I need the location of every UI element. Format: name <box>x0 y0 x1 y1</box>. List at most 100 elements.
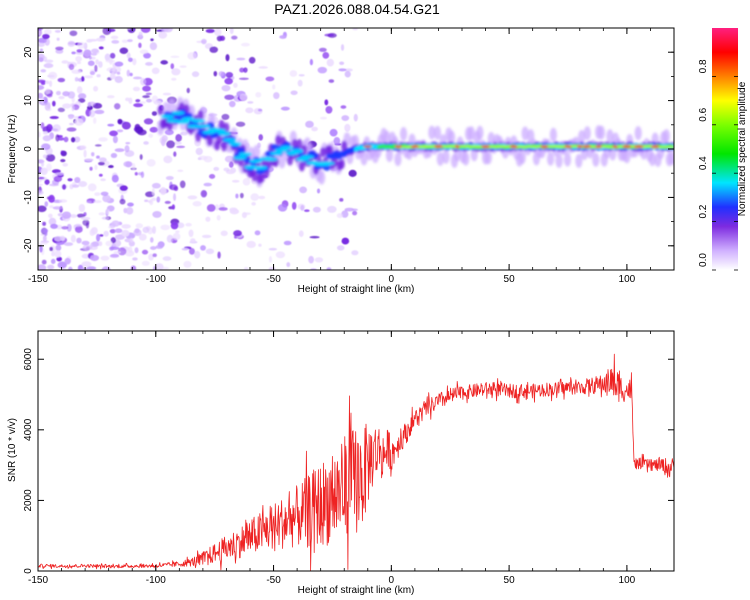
ridge-cyan <box>160 114 175 119</box>
noise-blob <box>127 202 134 207</box>
ridge-cyan <box>166 118 180 123</box>
noise-blob <box>111 174 119 183</box>
noise-blob <box>176 145 186 149</box>
ridge-purple <box>298 161 305 172</box>
noise-blob <box>149 126 159 133</box>
noise-blob <box>258 66 269 69</box>
ridge-cyan <box>192 118 206 123</box>
noise-blob <box>173 193 177 202</box>
snr-y-axis: 0 2000 4000 6000 <box>23 348 674 574</box>
noise-blob <box>139 49 149 55</box>
ridge-purple <box>157 105 164 116</box>
noise-blob <box>142 226 150 234</box>
noise-blob <box>61 184 67 190</box>
noise-blob <box>145 92 152 96</box>
noise-blob <box>89 71 96 76</box>
ridge-cyan <box>171 111 185 116</box>
noise-blob <box>299 186 308 194</box>
noise-blob <box>74 225 83 233</box>
noise-blob <box>163 155 173 164</box>
noise-blob <box>88 38 98 42</box>
noise-blob <box>225 72 234 78</box>
noise-blob <box>41 161 45 167</box>
ridge-purple <box>341 140 348 151</box>
noise-blob <box>110 153 118 159</box>
noise-blob <box>124 145 130 153</box>
noise-blob <box>135 223 144 229</box>
noise-blob <box>250 193 260 201</box>
noise-blob <box>112 135 118 144</box>
ridge-cyan <box>249 159 263 164</box>
noise-blob <box>348 169 357 177</box>
ridge-halo <box>662 129 671 144</box>
ridge-cyan <box>254 165 268 170</box>
noise-blob <box>78 116 82 119</box>
ridge-halo <box>634 126 642 141</box>
noise-blob <box>90 254 100 262</box>
noise-blob <box>297 79 303 87</box>
noise-blob <box>125 141 131 145</box>
snr-x-tick-label: 100 <box>619 575 636 586</box>
noise-blob <box>81 76 85 82</box>
ridge-halo <box>399 127 408 142</box>
noise-blob <box>223 167 230 172</box>
noise-blob <box>205 28 215 33</box>
noise-blob <box>50 258 56 264</box>
noise-blob <box>114 148 125 153</box>
noise-blob <box>84 75 94 79</box>
noise-blob <box>48 194 55 203</box>
ridge-purple <box>218 119 225 130</box>
noise-blob <box>57 107 65 113</box>
noise-blob <box>57 261 67 269</box>
noise-blob <box>206 204 216 212</box>
ridge-halo <box>648 152 656 167</box>
noise-blob <box>326 58 335 67</box>
noise-blob <box>286 262 291 268</box>
ridge-halo <box>597 125 606 140</box>
noise-blob <box>61 60 69 64</box>
noise-blob <box>139 101 146 104</box>
noise-blob <box>105 240 113 247</box>
ridge-cyan <box>269 151 283 156</box>
noise-blob <box>190 238 196 243</box>
ridge-purple <box>166 120 173 131</box>
noise-blob <box>229 100 236 108</box>
noise-blob <box>121 224 131 229</box>
ridge-peak <box>481 145 490 148</box>
noise-blob <box>236 57 246 61</box>
noise-blob <box>60 159 66 163</box>
noise-blob <box>185 222 192 227</box>
noise-blob <box>72 184 80 188</box>
ridge-halo <box>360 151 368 166</box>
noise-blob <box>121 229 130 237</box>
ridge-blue <box>270 143 279 150</box>
noise-blob <box>152 211 162 218</box>
noise-blob <box>51 128 59 132</box>
noise-blob <box>111 39 120 44</box>
noise-blob <box>38 183 43 187</box>
ridge-peak <box>576 145 583 148</box>
noise-blob <box>40 69 47 73</box>
noise-blob <box>151 111 158 116</box>
noise-blob <box>114 228 123 234</box>
snr-x-tick-label: -150 <box>28 575 48 586</box>
noise-blob <box>78 204 86 213</box>
noise-blob <box>229 208 240 215</box>
noise-blob <box>344 70 351 78</box>
noise-blob <box>74 118 84 126</box>
noise-blob <box>109 130 118 137</box>
noise-blob <box>98 212 106 216</box>
noise-blob <box>52 100 56 107</box>
noise-blob <box>53 175 63 183</box>
noise-blob <box>186 87 190 94</box>
noise-blob <box>98 61 103 68</box>
noise-blob <box>42 221 46 226</box>
noise-blob <box>76 213 86 218</box>
ridge-halo <box>484 150 492 165</box>
noise-blob <box>121 121 131 130</box>
spectrogram-y-tick-label: 10 <box>23 95 34 107</box>
ridge-peak <box>564 145 572 148</box>
noise-blob <box>119 198 126 205</box>
noise-blob <box>159 187 167 196</box>
noise-blob <box>68 115 74 120</box>
